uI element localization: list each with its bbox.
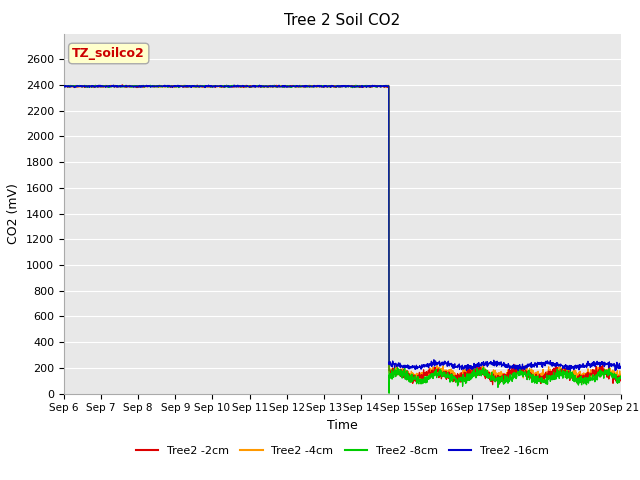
Legend: Tree2 -2cm, Tree2 -4cm, Tree2 -8cm, Tree2 -16cm: Tree2 -2cm, Tree2 -4cm, Tree2 -8cm, Tree… [132,441,553,460]
Text: TZ_soilco2: TZ_soilco2 [72,47,145,60]
X-axis label: Time: Time [327,419,358,432]
Y-axis label: CO2 (mV): CO2 (mV) [8,183,20,244]
Title: Tree 2 Soil CO2: Tree 2 Soil CO2 [284,13,401,28]
